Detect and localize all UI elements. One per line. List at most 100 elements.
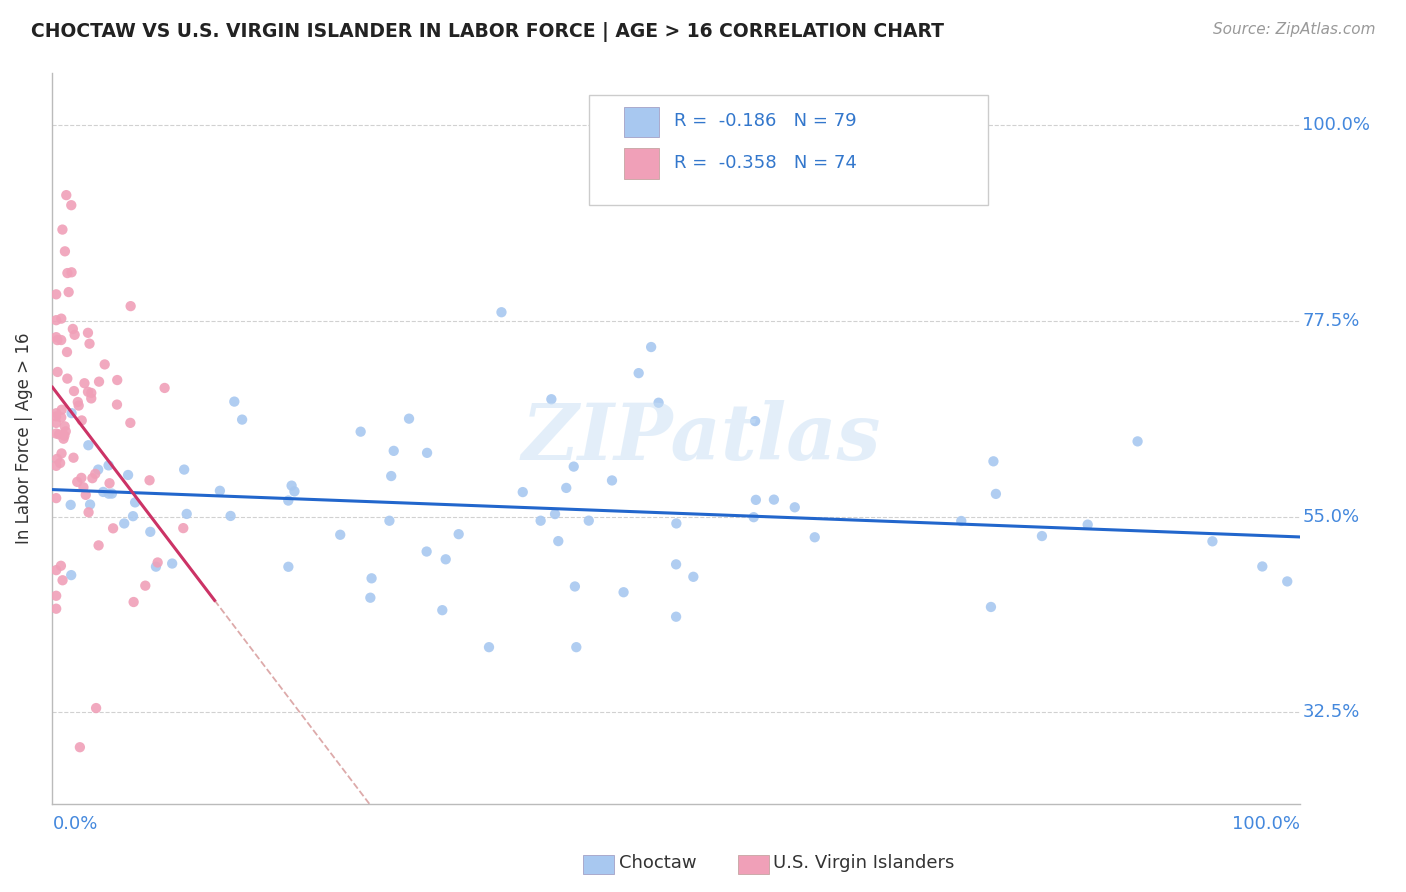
Point — [283, 484, 305, 499]
Point — [983, 454, 1005, 468]
Point — [56, 345, 79, 359]
Point — [72, 480, 94, 494]
Point — [565, 640, 588, 655]
Point — [77, 326, 100, 340]
Point — [80, 385, 103, 400]
Point — [45, 458, 67, 473]
Point — [55, 188, 77, 202]
Point — [512, 485, 534, 500]
Point — [447, 527, 470, 541]
Point — [665, 558, 688, 572]
Point — [224, 394, 246, 409]
Point — [77, 438, 100, 452]
Text: 77.5%: 77.5% — [1302, 312, 1360, 330]
Point — [45, 601, 67, 615]
Point — [627, 366, 650, 380]
Point — [350, 425, 373, 439]
Point — [415, 544, 437, 558]
Point — [380, 469, 402, 483]
Point — [172, 521, 194, 535]
Point — [491, 305, 513, 319]
Point — [984, 487, 1007, 501]
Point — [101, 521, 124, 535]
Point — [91, 484, 114, 499]
Point — [105, 398, 128, 412]
Point — [48, 427, 70, 442]
Point — [45, 563, 67, 577]
Point — [640, 340, 662, 354]
Point — [70, 471, 93, 485]
Point — [134, 579, 156, 593]
Point — [101, 486, 124, 500]
Point — [146, 556, 169, 570]
Point — [564, 579, 586, 593]
Point — [55, 425, 77, 439]
Point — [53, 419, 76, 434]
Point — [578, 514, 600, 528]
Point — [432, 603, 454, 617]
Point — [98, 476, 121, 491]
Point — [51, 311, 73, 326]
Point — [70, 413, 93, 427]
Point — [56, 371, 79, 385]
Point — [613, 585, 636, 599]
FancyBboxPatch shape — [589, 95, 988, 204]
Point — [49, 558, 72, 573]
Text: 0.0%: 0.0% — [52, 815, 98, 833]
Point — [45, 313, 67, 327]
Point — [665, 516, 688, 531]
Bar — [624, 148, 658, 179]
Point — [87, 462, 110, 476]
Point — [555, 481, 578, 495]
Point — [93, 358, 115, 372]
Text: R =  -0.186   N = 79: R = -0.186 N = 79 — [673, 112, 856, 130]
Text: CHOCTAW VS U.S. VIRGIN ISLANDER IN LABOR FORCE | AGE > 16 CORRELATION CHART: CHOCTAW VS U.S. VIRGIN ISLANDER IN LABOR… — [31, 22, 943, 42]
Point — [51, 446, 73, 460]
Point — [124, 495, 146, 509]
Point — [51, 410, 73, 425]
Point — [67, 399, 90, 413]
Point — [51, 574, 73, 588]
Point — [87, 538, 110, 552]
Point — [66, 395, 89, 409]
Point — [77, 384, 100, 399]
Point — [112, 516, 135, 531]
Point — [398, 411, 420, 425]
Point — [62, 450, 84, 465]
Point — [682, 570, 704, 584]
Point — [647, 395, 669, 409]
Point — [84, 701, 107, 715]
Point — [742, 510, 765, 524]
Point — [1277, 574, 1299, 589]
Point — [277, 559, 299, 574]
Point — [51, 402, 73, 417]
Point — [745, 492, 768, 507]
Text: Choctaw: Choctaw — [619, 855, 696, 872]
Point — [122, 509, 145, 524]
Point — [79, 336, 101, 351]
Point — [1031, 529, 1053, 543]
Point — [378, 514, 401, 528]
Point — [231, 412, 253, 426]
Point — [416, 446, 439, 460]
Point — [60, 265, 83, 279]
Point — [280, 478, 302, 492]
Point — [45, 406, 67, 420]
Point — [1077, 517, 1099, 532]
Point — [77, 505, 100, 519]
Point — [66, 475, 89, 489]
Point — [73, 376, 96, 391]
Point — [53, 244, 76, 259]
Point — [45, 491, 67, 505]
Point — [382, 443, 405, 458]
Point — [540, 392, 562, 407]
Y-axis label: In Labor Force | Age > 16: In Labor Force | Age > 16 — [15, 333, 32, 544]
Point — [51, 333, 73, 347]
Point — [173, 462, 195, 476]
Point — [49, 456, 72, 470]
Point — [45, 589, 67, 603]
Point — [60, 406, 83, 420]
Point — [562, 459, 585, 474]
Point — [122, 595, 145, 609]
Point — [46, 333, 69, 347]
